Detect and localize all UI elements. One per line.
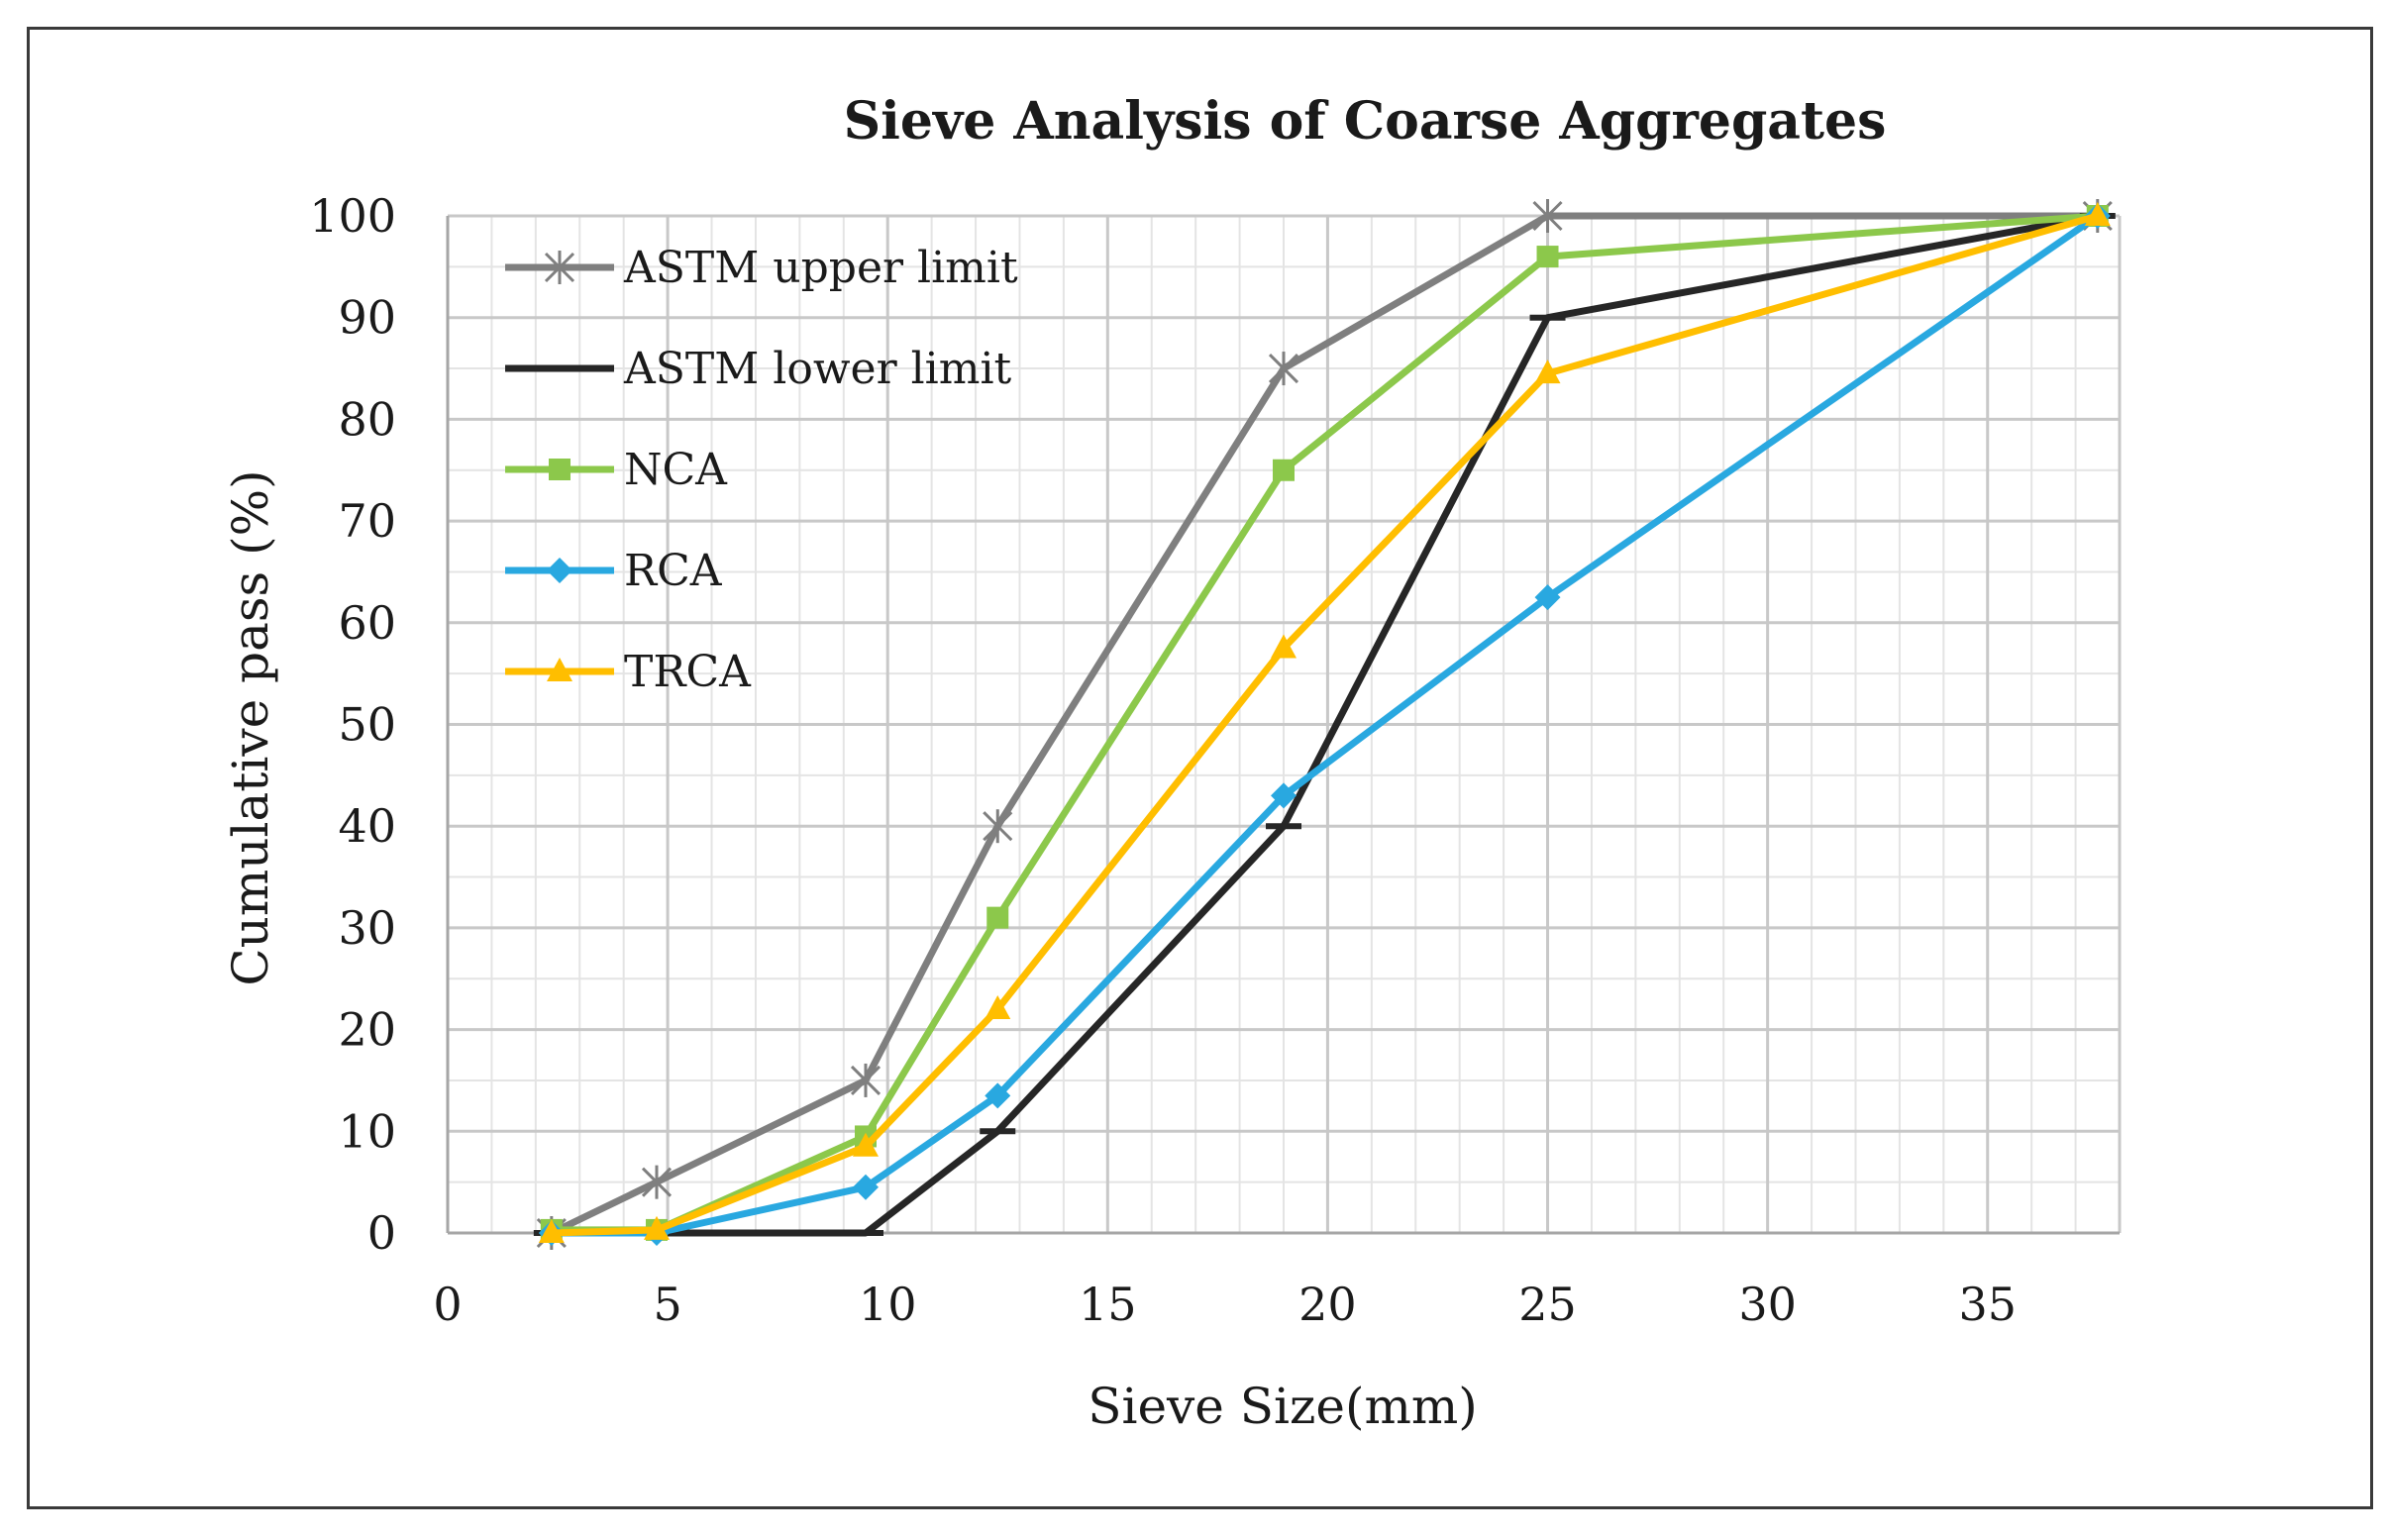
legend-label: NCA	[624, 445, 728, 495]
marker-diamond	[853, 1174, 879, 1200]
data-point-trca	[2084, 202, 2111, 226]
data-point-trca	[1271, 634, 1297, 659]
data-point-nca	[986, 906, 1009, 929]
data-point-trca	[538, 1219, 565, 1243]
x-tick-label: 5	[653, 1278, 681, 1331]
x-tick-label: 25	[1518, 1278, 1577, 1331]
marker-triangle	[2084, 202, 2111, 226]
marker-diamond	[1534, 584, 1561, 611]
data-point-nca	[1536, 246, 1559, 268]
marker-triangle	[538, 1219, 565, 1243]
legend-item-trca: TRCA	[505, 647, 752, 697]
legend-swatch-marker	[549, 459, 571, 480]
y-tick-label: 20	[338, 1003, 396, 1057]
data-point-astm-upper-limit	[1532, 199, 1563, 233]
marker-square	[1536, 246, 1559, 268]
y-tick-label: 40	[338, 799, 396, 853]
data-point-trca	[853, 1132, 879, 1157]
legend-swatch-marker	[547, 658, 572, 681]
legend-label: ASTM upper limit	[623, 243, 1018, 293]
marker-triangle	[853, 1132, 879, 1157]
legend-label: ASTM lower limit	[623, 344, 1012, 394]
marker-square	[986, 906, 1009, 929]
legend-swatch-marker	[544, 251, 575, 284]
data-point-trca	[985, 995, 1011, 1020]
legend: ASTM upper limit ASTM lower limit NCA RCA TR…	[505, 243, 1018, 697]
data-point-astm-upper-limit	[983, 809, 1013, 844]
legend-item-rca: RCA	[505, 546, 723, 596]
y-tick-label: 90	[338, 291, 396, 345]
data-point-rca	[1271, 782, 1297, 809]
marker-triangle	[547, 658, 572, 681]
series-trca	[538, 202, 2111, 1243]
marker-triangle	[644, 1215, 670, 1240]
data-point-astm-upper-limit	[850, 1063, 882, 1097]
marker-diamond	[985, 1082, 1011, 1109]
y-tick-label: 80	[338, 392, 396, 446]
data-point-trca	[1534, 359, 1561, 384]
data-point-trca	[644, 1215, 670, 1240]
y-axis-label: Cumulative pass (%)	[222, 469, 279, 985]
x-tick-label: 10	[859, 1278, 917, 1331]
chart-title: Sieve Analysis of Coarse Aggregates	[844, 91, 1887, 152]
x-tick-label: 20	[1298, 1278, 1357, 1331]
y-tick-label: 0	[367, 1206, 396, 1260]
data-point-astm-upper-limit	[641, 1165, 673, 1199]
x-tick-label: 15	[1079, 1278, 1137, 1331]
y-tick-label: 10	[338, 1104, 396, 1158]
marker-square	[549, 459, 571, 480]
data-point-rca	[1534, 584, 1561, 611]
legend-label: TRCA	[624, 647, 752, 697]
y-tick-label: 30	[338, 901, 396, 955]
marker-square	[1273, 459, 1295, 481]
data-point-nca	[1273, 459, 1295, 481]
marker-triangle	[1534, 359, 1561, 384]
x-tick-label: 35	[1958, 1278, 2017, 1331]
series-group	[533, 199, 2116, 1250]
x-axis-label: Sieve Size(mm)	[1088, 1378, 1478, 1435]
legend-item-nca: NCA	[505, 445, 728, 495]
data-point-rca	[853, 1174, 879, 1200]
y-tick-label: 100	[309, 189, 396, 243]
legend-swatch-marker	[547, 558, 572, 583]
figure-frame	[27, 27, 2373, 1509]
marker-triangle	[1271, 634, 1297, 659]
y-tick-label: 60	[338, 596, 396, 650]
data-point-rca	[985, 1082, 1011, 1109]
y-tick-label: 50	[338, 698, 396, 752]
marker-diamond	[1271, 782, 1297, 809]
x-tick-label: 30	[1738, 1278, 1797, 1331]
marker-triangle	[985, 995, 1011, 1020]
legend-item-astm-lower-limit: ASTM lower limit	[505, 344, 1012, 394]
marker-diamond	[547, 558, 572, 583]
legend-item-astm-upper-limit: ASTM upper limit	[505, 243, 1018, 293]
legend-label: RCA	[624, 546, 723, 596]
tick-labels: 0 5 10 15 20 25 30 35 0 10 20 30 40 50 60 70 80 90 100	[309, 189, 2017, 1331]
y-tick-label: 70	[338, 494, 396, 548]
x-tick-label: 0	[433, 1278, 462, 1331]
data-point-astm-upper-limit	[1268, 352, 1299, 386]
